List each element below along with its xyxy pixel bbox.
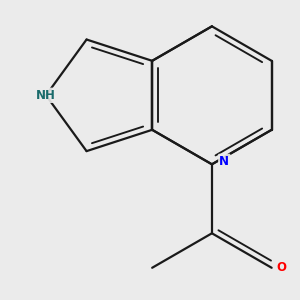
Text: NH: NH bbox=[36, 89, 56, 102]
Text: N: N bbox=[219, 155, 229, 168]
Text: O: O bbox=[276, 261, 286, 274]
